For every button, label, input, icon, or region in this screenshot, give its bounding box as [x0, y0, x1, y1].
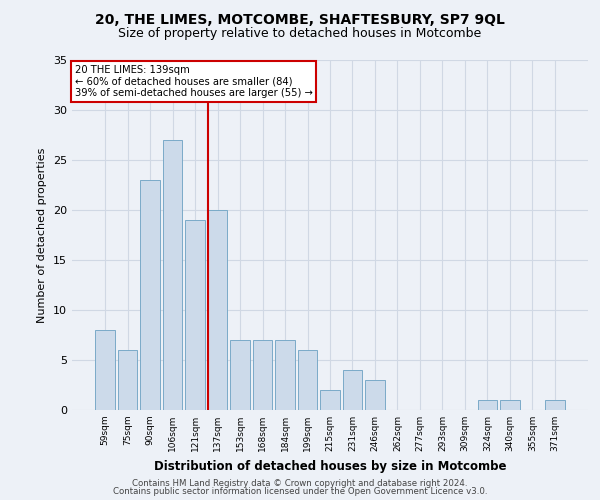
Text: Contains HM Land Registry data © Crown copyright and database right 2024.: Contains HM Land Registry data © Crown c…	[132, 478, 468, 488]
Bar	[545, 400, 565, 410]
Bar	[365, 380, 385, 410]
Bar	[230, 340, 250, 410]
Bar	[343, 370, 362, 410]
Y-axis label: Number of detached properties: Number of detached properties	[37, 148, 47, 322]
Bar	[253, 340, 272, 410]
Bar	[275, 340, 295, 410]
Bar	[500, 400, 520, 410]
Bar	[95, 330, 115, 410]
Text: Contains public sector information licensed under the Open Government Licence v3: Contains public sector information licen…	[113, 487, 487, 496]
Bar	[320, 390, 340, 410]
Text: Size of property relative to detached houses in Motcombe: Size of property relative to detached ho…	[118, 28, 482, 40]
Bar	[208, 210, 227, 410]
Bar	[163, 140, 182, 410]
Text: 20, THE LIMES, MOTCOMBE, SHAFTESBURY, SP7 9QL: 20, THE LIMES, MOTCOMBE, SHAFTESBURY, SP…	[95, 12, 505, 26]
Text: 20 THE LIMES: 139sqm
← 60% of detached houses are smaller (84)
39% of semi-detac: 20 THE LIMES: 139sqm ← 60% of detached h…	[74, 66, 313, 98]
Bar	[185, 220, 205, 410]
Bar	[298, 350, 317, 410]
X-axis label: Distribution of detached houses by size in Motcombe: Distribution of detached houses by size …	[154, 460, 506, 472]
Bar	[140, 180, 160, 410]
Bar	[118, 350, 137, 410]
Bar	[478, 400, 497, 410]
